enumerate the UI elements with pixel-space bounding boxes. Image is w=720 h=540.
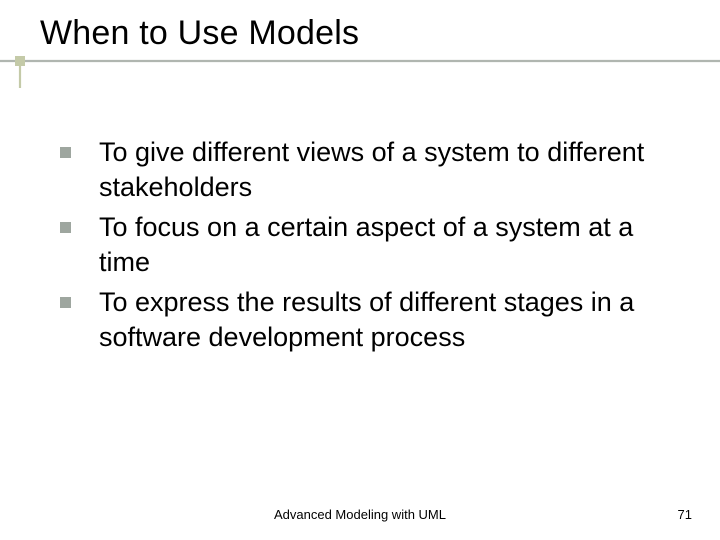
slide: When to Use Models To give different vie… [0, 0, 720, 540]
body-content: To give different views of a system to d… [60, 135, 670, 360]
footer-text: Advanced Modeling with UML [0, 507, 720, 522]
page-number: 71 [678, 507, 692, 522]
title-block: When to Use Models [40, 14, 359, 53]
bullet-text: To give different views of a system to d… [99, 135, 670, 204]
square-bullet-icon [60, 147, 71, 158]
bullet-text: To focus on a certain aspect of a system… [99, 210, 670, 279]
square-bullet-icon [60, 297, 71, 308]
list-item: To give different views of a system to d… [60, 135, 670, 204]
list-item: To focus on a certain aspect of a system… [60, 210, 670, 279]
list-item: To express the results of different stag… [60, 285, 670, 354]
square-bullet-icon [60, 222, 71, 233]
bullet-text: To express the results of different stag… [99, 285, 670, 354]
title-underline [0, 60, 720, 63]
slide-title: When to Use Models [40, 14, 359, 53]
